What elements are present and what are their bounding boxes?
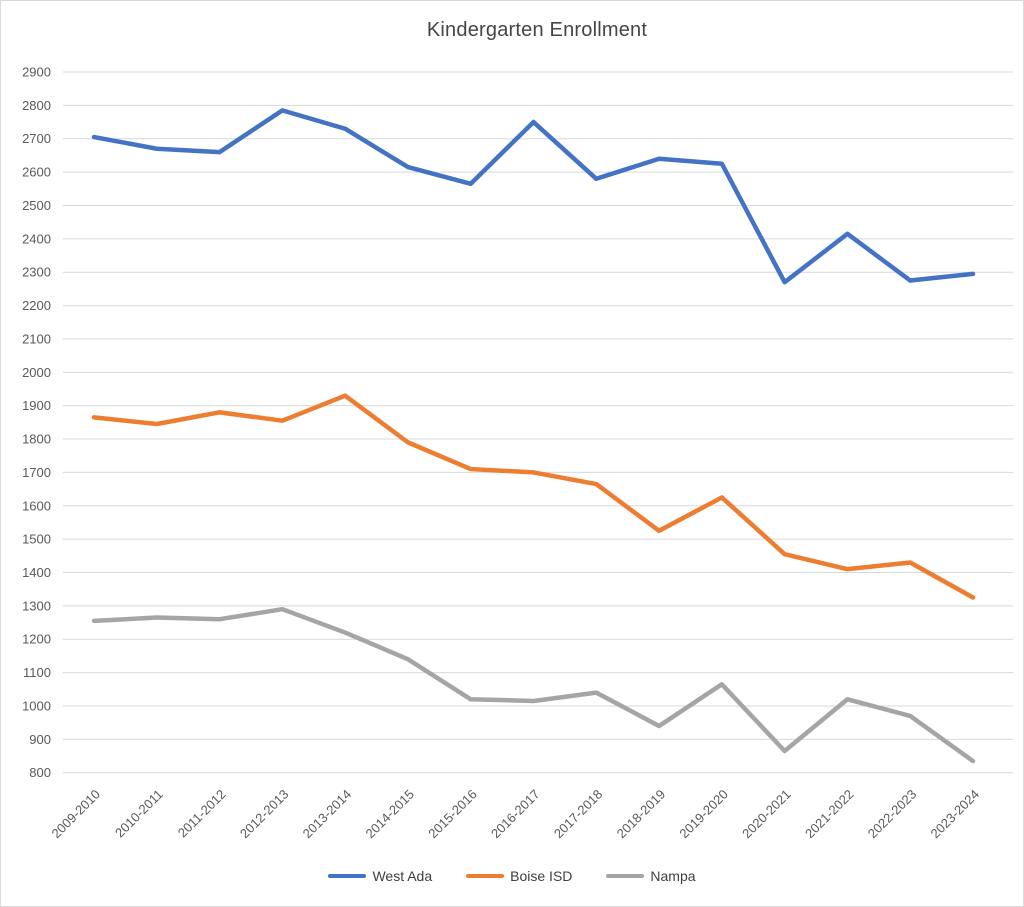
x-axis-label: 2014-2015: [362, 787, 417, 842]
nampa-line-swatch: [606, 873, 645, 879]
y-axis-tick-label: 900: [29, 732, 51, 747]
x-axis-label: 2023-2024: [928, 787, 983, 842]
y-axis-tick-label: 1500: [22, 532, 51, 547]
y-axis-tick-label: 1700: [22, 465, 51, 480]
legend-label-west-ada: West Ada: [372, 868, 433, 884]
chart-legend: West Ada Boise ISD Nampa: [1, 868, 1023, 884]
x-axis-label: 2019-2020: [676, 787, 731, 842]
y-axis-tick-label: 800: [29, 765, 51, 780]
x-axis-label: 2012-2013: [237, 787, 292, 842]
legend-item-west-ada: West Ada: [328, 868, 432, 884]
x-axis-label: 2021-2022: [802, 787, 857, 842]
y-axis-tick-label: 1200: [22, 632, 51, 647]
y-axis-tick-label: 2700: [22, 131, 51, 146]
x-axis-label: 2010-2011: [112, 787, 166, 841]
x-axis-label: 2013-2014: [300, 787, 355, 842]
x-axis-label: 2017-2018: [551, 787, 606, 842]
y-axis-tick-label: 2800: [22, 98, 51, 113]
y-axis-tick-label: 2900: [22, 65, 51, 80]
west-ada-line-swatch: [328, 873, 367, 879]
legend-label-boise-isd: Boise ISD: [510, 868, 573, 884]
x-axis-label: 2015-2016: [425, 787, 480, 842]
y-axis-tick-label: 2200: [22, 298, 51, 313]
x-axis-label: 2020-2021: [739, 787, 794, 842]
x-axis-label: 2009-2010: [49, 787, 104, 842]
x-axis-label: 2016-2017: [488, 787, 543, 842]
y-axis-tick-label: 1100: [23, 665, 51, 680]
series-line-boise-isd: [91, 393, 976, 600]
x-axis-label: 2011-2012: [175, 787, 229, 841]
legend-item-boise-isd: Boise ISD: [466, 868, 572, 884]
y-axis-tick-label: 1000: [22, 698, 51, 713]
y-axis-tick-label: 2400: [22, 231, 51, 246]
y-axis-tick-label: 2100: [22, 331, 51, 346]
y-axis-tick-label: 2500: [22, 198, 51, 213]
y-axis-tick-label: 2600: [22, 165, 51, 180]
series-line-west-ada: [91, 108, 976, 285]
y-axis-tick-label: 2000: [22, 365, 51, 380]
legend-label-nampa: Nampa: [650, 868, 696, 884]
x-axis-label: 2018-2019: [614, 787, 669, 842]
legend-item-nampa: Nampa: [606, 868, 696, 884]
y-axis-tick-label: 2300: [22, 265, 51, 280]
y-axis-tick-label: 1400: [22, 565, 51, 580]
series-line-nampa: [91, 606, 976, 764]
x-axis-label: 2022-2023: [865, 787, 920, 842]
y-axis-tick-label: 1900: [22, 398, 51, 413]
chart-title: Kindergarten Enrollment: [426, 19, 648, 41]
y-axis-tick-label: 1600: [22, 498, 51, 513]
boise-isd-line-swatch: [466, 873, 505, 879]
y-axis-tick-label: 1300: [22, 598, 51, 613]
y-axis-tick-label: 1800: [22, 432, 51, 447]
